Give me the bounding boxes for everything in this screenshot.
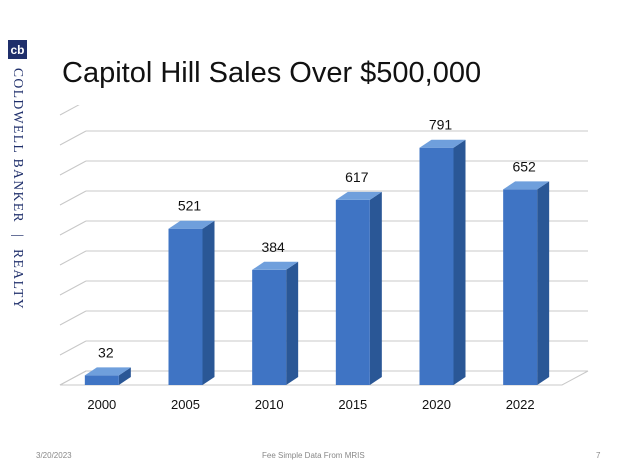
brand-name-part2: REALTY: [11, 249, 26, 311]
bar-side: [369, 191, 382, 385]
bar-side: [202, 220, 215, 385]
x-tick-label: 2022: [506, 397, 535, 412]
gridline-side: [59, 220, 87, 236]
data-label: 521: [178, 198, 202, 214]
bar-top: [419, 139, 466, 148]
bar-top: [84, 367, 131, 376]
chart-floor: [59, 370, 589, 386]
bar: [252, 269, 287, 385]
gridline-side: [59, 280, 87, 296]
gridline-side: [59, 250, 87, 266]
brand-wordmark: COLDWELL BANKER | REALTY: [8, 68, 26, 348]
bar: [168, 228, 203, 385]
gridline-side: [59, 190, 87, 206]
footer-date: 3/20/2023: [36, 451, 72, 460]
bar-top: [168, 220, 215, 229]
gridline-side: [59, 105, 80, 116]
x-tick-label: 2000: [87, 397, 116, 412]
x-tick-label: 2015: [338, 397, 367, 412]
bar-top: [335, 191, 382, 200]
footer-page-number: 7: [596, 451, 601, 460]
bar-side: [118, 367, 131, 385]
footer-source: Fee Simple Data From MRIS: [262, 451, 365, 460]
gridline-side: [59, 310, 87, 326]
bar: [84, 375, 119, 385]
data-label: 32: [98, 344, 114, 360]
x-tick-label: 2010: [255, 397, 284, 412]
bar: [335, 199, 370, 385]
bar-side: [453, 139, 466, 385]
bar: [503, 189, 538, 385]
slide-title: Capitol Hill Sales Over $500,000: [62, 57, 482, 89]
brand-separator: |: [11, 233, 26, 239]
brand-sidebar: cb COLDWELL BANKER | REALTY: [0, 40, 34, 350]
data-label: 617: [345, 169, 369, 185]
gridline-side: [59, 130, 87, 146]
brand-name-part1: COLDWELL BANKER: [11, 68, 26, 224]
bar: [419, 147, 454, 385]
bar-top: [503, 181, 550, 190]
gridline-side: [59, 160, 87, 176]
bar-side: [537, 181, 550, 385]
data-label: 791: [429, 117, 453, 133]
bar-top: [252, 261, 299, 270]
data-label: 652: [512, 158, 536, 174]
x-tick-label: 2005: [171, 397, 200, 412]
bar-chart: 32 2000 521 2005 384 2010 617 2015 791 2020 652 202…: [59, 105, 589, 412]
gridline-side: [59, 340, 87, 356]
data-label: 384: [261, 239, 285, 255]
coldwell-banker-logo-icon: cb: [8, 40, 27, 59]
bar-side: [286, 261, 299, 385]
x-tick-label: 2020: [422, 397, 451, 412]
